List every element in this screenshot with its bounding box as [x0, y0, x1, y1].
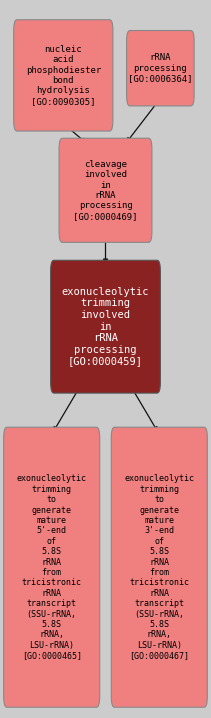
Text: exonucleolytic
trimming
to
generate
mature
3'-end
of
5.8S
rRNA
from
tricistronic: exonucleolytic trimming to generate matu…	[124, 475, 194, 660]
Text: exonucleolytic
trimming
to
generate
mature
5'-end
of
5.8S
rRNA
from
tricistronic: exonucleolytic trimming to generate matu…	[17, 475, 87, 660]
FancyBboxPatch shape	[51, 261, 160, 393]
FancyBboxPatch shape	[14, 19, 113, 131]
FancyBboxPatch shape	[111, 427, 207, 707]
Text: rRNA
processing
[GO:0006364]: rRNA processing [GO:0006364]	[128, 53, 193, 83]
Text: nucleic
acid
phosphodiester
bond
hydrolysis
[GO:0090305]: nucleic acid phosphodiester bond hydroly…	[26, 45, 101, 106]
FancyBboxPatch shape	[127, 30, 194, 106]
FancyBboxPatch shape	[4, 427, 100, 707]
Text: exonucleolytic
trimming
involved
in
rRNA
processing
[GO:0000459]: exonucleolytic trimming involved in rRNA…	[62, 287, 149, 366]
Text: cleavage
involved
in
rRNA
processing
[GO:0000469]: cleavage involved in rRNA processing [GO…	[73, 160, 138, 220]
FancyBboxPatch shape	[59, 138, 152, 243]
